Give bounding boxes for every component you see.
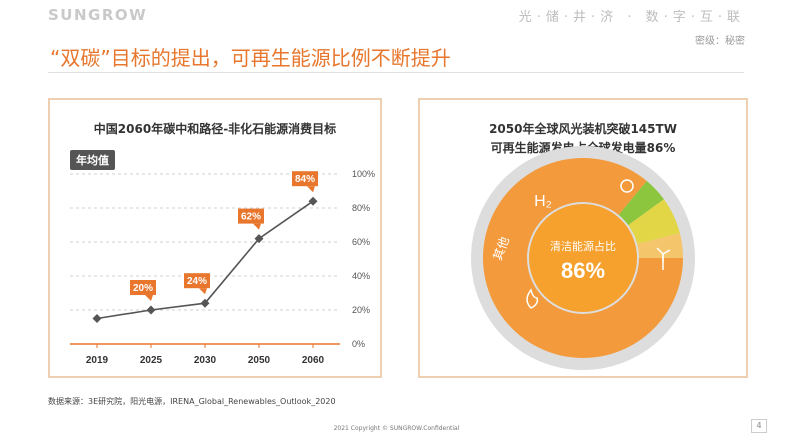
- donut-chart-title: 2050年全球风光装机突破145TW 可再生能源发电占全球发电量86%: [420, 120, 746, 158]
- line-chart-panel: 中国2060年碳中和路径-非化石能源消费目标 年均值 0% 20% 40% 60% 80…: [48, 98, 382, 378]
- y-tick-label: 60%: [352, 237, 370, 247]
- header-slogan: 光·储·井·济 · 数·字·互·联: [518, 10, 745, 25]
- data-label-box: [292, 171, 318, 187]
- x-tick-label: 2060: [302, 355, 325, 366]
- x-tick-label: 2030: [194, 355, 217, 366]
- data-point: [308, 196, 318, 206]
- wind-turbine-icon: [656, 247, 671, 270]
- donut-center: [529, 204, 637, 312]
- y-tick-label: 0%: [352, 339, 365, 349]
- data-source-note: 数据来源：3E研究院，阳光电源，IRENA_Global_Renewables_…: [48, 397, 336, 406]
- data-label-pointer: [199, 288, 207, 295]
- data-label-box: [130, 280, 156, 295]
- donut-title-line1: 2050年全球风光装机突破145TW: [489, 122, 677, 136]
- segment-renewables: [483, 158, 683, 358]
- y-tick-label: 80%: [352, 203, 370, 213]
- data-point: [200, 298, 210, 308]
- data-label-box: [238, 208, 264, 224]
- x-tick-label: 2025: [140, 355, 163, 366]
- data-label: 24%: [187, 276, 207, 287]
- data-point: [92, 314, 102, 323]
- segment-h2: [618, 180, 664, 226]
- copyright-footer: 2021 Copyright © SUNGROW.Confidential: [333, 425, 460, 432]
- data-label-box: [184, 273, 210, 289]
- segment-other: [628, 199, 680, 245]
- fire-icon: [526, 288, 539, 309]
- line-chart-svg: 0% 20% 40% 60% 80% 100% 2019 2025 2030 2050 2060 20…: [70, 169, 375, 366]
- y-tick-label: 40%: [352, 271, 370, 281]
- data-label: 62%: [241, 212, 261, 223]
- donut-chart-panel: 2050年全球风光装机突破145TW 可再生能源发电占全球发电量86% 清洁能源…: [418, 98, 748, 378]
- slide-title: “双碳”目标的提出，可再生能源比例不断提升: [50, 46, 451, 70]
- data-label: 84%: [295, 174, 315, 185]
- confidentiality-label: 密级：秘密: [695, 36, 745, 47]
- center-label: 清洁能源占比: [550, 239, 616, 253]
- x-tick-label: 2019: [86, 355, 109, 366]
- data-label-pointer: [145, 295, 153, 301]
- page-number: 4: [751, 419, 767, 433]
- line-chart-title: 中国2060年碳中和路径-非化石能源消费目标: [93, 122, 337, 136]
- data-label-pointer: [253, 223, 261, 230]
- data-point: [254, 234, 264, 244]
- data-label: 20%: [133, 283, 153, 294]
- data-label-pointer: [307, 186, 315, 193]
- title-divider: [48, 72, 744, 73]
- sun-icon: [620, 179, 634, 193]
- h2-icon: H₂: [534, 193, 552, 210]
- center-value: 86%: [561, 258, 605, 283]
- unit-badge: 年均值: [70, 150, 115, 170]
- segment-remaining: [637, 233, 683, 258]
- x-tick-label: 2050: [248, 355, 271, 366]
- sungrow-logo: SUNGROW: [48, 6, 148, 24]
- data-point: [146, 305, 156, 315]
- y-tick-label: 100%: [352, 169, 375, 179]
- y-tick-label: 20%: [352, 305, 370, 315]
